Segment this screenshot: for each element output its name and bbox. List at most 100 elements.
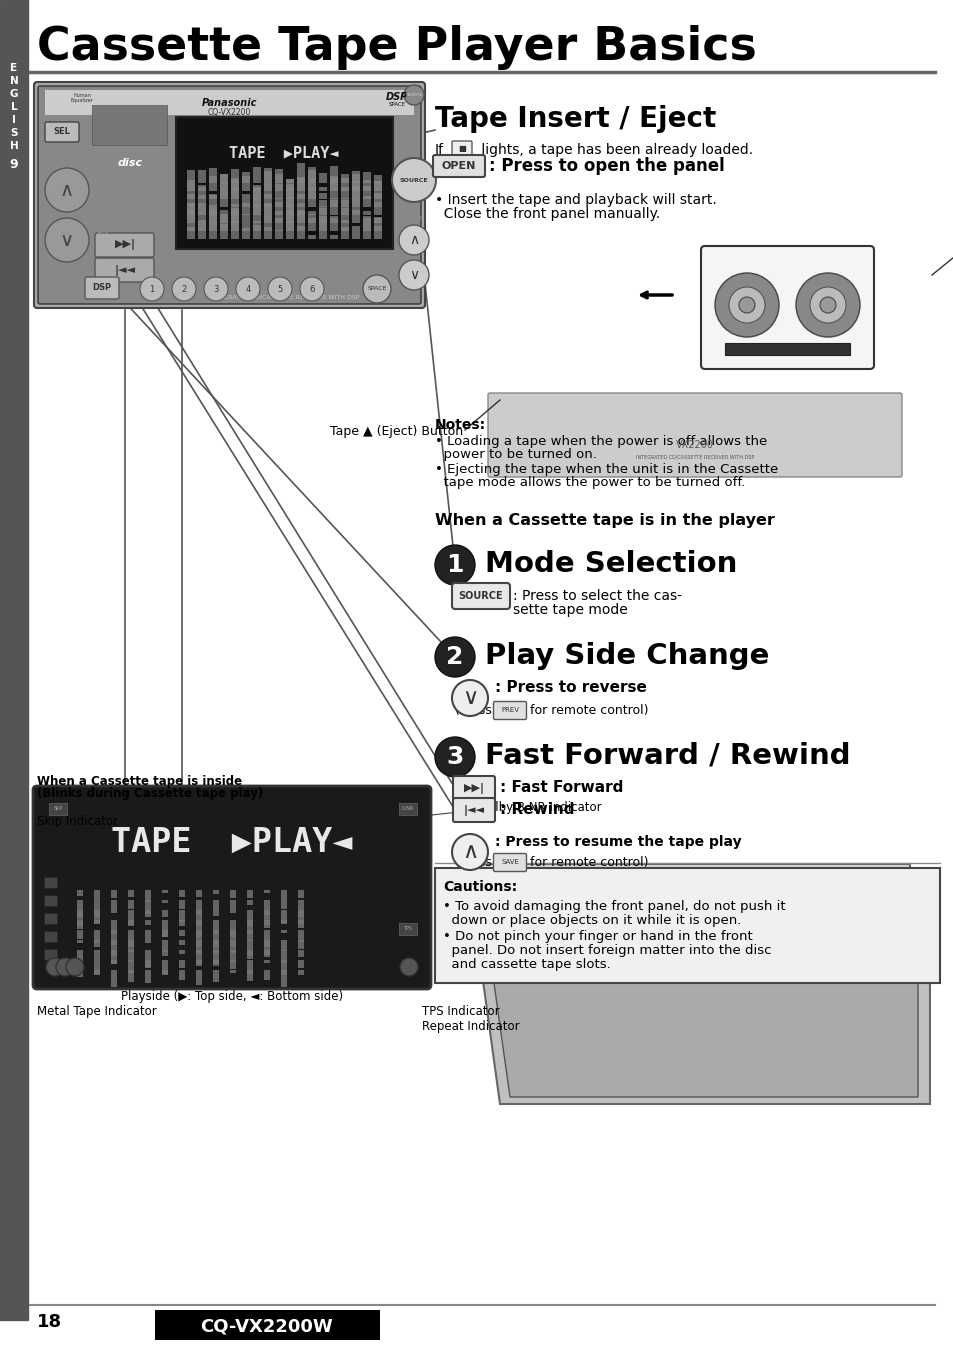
- Bar: [253, 221, 261, 231]
- Text: Skip Indicator: Skip Indicator: [37, 815, 118, 828]
- FancyBboxPatch shape: [95, 233, 153, 258]
- Bar: [253, 185, 261, 192]
- Circle shape: [435, 545, 475, 585]
- Bar: [198, 185, 206, 200]
- Bar: [318, 208, 327, 214]
- Text: : Press to resume the tape play: : Press to resume the tape play: [495, 835, 740, 849]
- Bar: [145, 940, 151, 943]
- Bar: [231, 208, 239, 223]
- Bar: [330, 216, 337, 231]
- Text: 18: 18: [37, 1313, 62, 1331]
- Bar: [128, 900, 133, 909]
- Bar: [94, 940, 100, 943]
- Text: Dolby B NR Indicator: Dolby B NR Indicator: [478, 801, 601, 815]
- Text: REMOTE: REMOTE: [405, 93, 422, 97]
- Bar: [231, 210, 239, 231]
- Bar: [264, 911, 270, 925]
- Bar: [198, 223, 206, 231]
- Bar: [77, 929, 83, 939]
- Bar: [352, 174, 359, 192]
- Bar: [297, 920, 304, 928]
- Text: ∧: ∧: [409, 233, 418, 247]
- Bar: [179, 950, 185, 954]
- FancyBboxPatch shape: [85, 277, 119, 299]
- Text: TU E
TRA K: TU E TRA K: [97, 232, 112, 243]
- Text: If: If: [435, 143, 443, 156]
- Bar: [111, 929, 117, 946]
- Text: 2: 2: [446, 645, 463, 669]
- Bar: [94, 890, 100, 900]
- Bar: [209, 206, 216, 214]
- Bar: [213, 920, 219, 934]
- Bar: [286, 188, 294, 206]
- Bar: [352, 171, 359, 183]
- FancyBboxPatch shape: [33, 786, 431, 989]
- Bar: [220, 174, 228, 183]
- Bar: [213, 960, 219, 965]
- Text: TPS Indicator: TPS Indicator: [421, 1005, 499, 1018]
- Text: 5: 5: [277, 285, 282, 294]
- Text: INTEGRATED CD/CASSETTE RECEIVER WITH DSP: INTEGRATED CD/CASSETTE RECEIVER WITH DSP: [636, 455, 753, 460]
- Circle shape: [739, 297, 754, 313]
- Text: SPACE: SPACE: [367, 286, 386, 291]
- Text: (Blinks during Cassette tape play): (Blinks during Cassette tape play): [37, 786, 263, 800]
- Circle shape: [399, 958, 417, 975]
- Bar: [220, 214, 228, 231]
- Bar: [281, 960, 287, 975]
- Bar: [220, 224, 228, 239]
- Bar: [308, 178, 315, 200]
- Bar: [242, 194, 250, 200]
- Bar: [179, 929, 185, 936]
- Text: Playside (▶: Top side, ◄: Bottom side): Playside (▶: Top side, ◄: Bottom side): [121, 990, 343, 1004]
- Circle shape: [363, 275, 391, 304]
- Bar: [195, 950, 202, 965]
- Bar: [128, 960, 133, 973]
- Bar: [253, 198, 261, 214]
- Text: for remote control): for remote control): [530, 857, 648, 869]
- Bar: [94, 950, 100, 960]
- Text: Cautions:: Cautions:: [442, 880, 517, 894]
- Bar: [352, 186, 359, 206]
- Bar: [274, 183, 283, 200]
- Bar: [297, 970, 304, 975]
- Text: Cassette Tape Player Basics: Cassette Tape Player Basics: [37, 26, 756, 70]
- Bar: [264, 227, 272, 239]
- Polygon shape: [492, 965, 917, 1097]
- Bar: [77, 960, 83, 971]
- Text: ∨: ∨: [409, 268, 418, 282]
- Text: Tape Insert / Eject: Tape Insert / Eject: [435, 105, 716, 134]
- Text: • To avoid damaging the front panel, do not push it: • To avoid damaging the front panel, do …: [442, 900, 785, 913]
- Bar: [308, 235, 315, 239]
- Bar: [94, 911, 100, 924]
- Bar: [220, 182, 228, 200]
- Bar: [209, 196, 216, 206]
- Bar: [264, 960, 270, 963]
- Bar: [195, 900, 202, 915]
- Bar: [264, 183, 272, 200]
- Bar: [247, 940, 253, 956]
- Bar: [94, 960, 100, 975]
- Bar: [274, 169, 283, 183]
- Bar: [247, 900, 253, 905]
- Bar: [111, 970, 117, 987]
- Bar: [264, 900, 270, 915]
- Bar: [253, 188, 261, 200]
- Bar: [264, 929, 270, 947]
- Text: SOURCE: SOURCE: [458, 591, 503, 602]
- Bar: [264, 169, 272, 183]
- FancyBboxPatch shape: [433, 155, 484, 177]
- Bar: [179, 900, 185, 909]
- Bar: [297, 911, 304, 924]
- Bar: [296, 194, 305, 214]
- Bar: [128, 940, 133, 952]
- Text: (Press: (Press: [455, 857, 493, 869]
- Bar: [231, 179, 239, 200]
- Bar: [296, 210, 305, 223]
- Bar: [45, 915, 57, 924]
- Bar: [111, 920, 117, 934]
- FancyBboxPatch shape: [493, 854, 526, 871]
- Bar: [253, 167, 261, 183]
- Text: OPEN: OPEN: [441, 161, 476, 171]
- Bar: [230, 940, 235, 952]
- Bar: [340, 200, 349, 214]
